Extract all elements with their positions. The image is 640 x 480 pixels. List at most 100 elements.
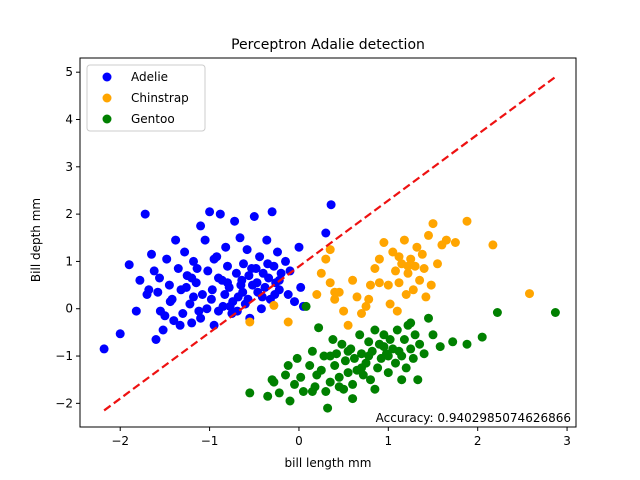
data-point — [373, 363, 383, 373]
data-point — [175, 320, 185, 330]
data-point — [408, 353, 418, 363]
legend-label: Gentoo — [131, 112, 175, 126]
data-point — [326, 200, 336, 210]
legend-box — [86, 64, 206, 132]
data-point — [325, 245, 335, 255]
data-point — [270, 290, 280, 299]
y-axis-label: Bill depth mm — [29, 198, 43, 282]
data-point — [492, 308, 502, 317]
accuracy-annotation: Accuracy: 0.9402985074626866 — [376, 411, 571, 425]
data-point — [355, 330, 365, 340]
data-point — [245, 388, 255, 398]
data-point — [370, 384, 380, 394]
series-adelie — [99, 200, 336, 354]
data-point — [348, 275, 358, 285]
x-tick-label: 2 — [474, 434, 482, 448]
data-point — [391, 358, 400, 368]
data-point — [202, 304, 212, 314]
data-point — [397, 375, 407, 385]
data-point — [334, 382, 344, 392]
data-point — [370, 264, 380, 273]
data-point — [394, 252, 404, 262]
data-point — [352, 292, 362, 302]
data-point — [260, 282, 270, 292]
data-point — [214, 306, 223, 316]
data-point — [435, 342, 445, 352]
data-point — [249, 212, 259, 221]
legend-marker — [102, 93, 112, 103]
data-point — [410, 261, 420, 271]
axes-frame — [79, 57, 577, 428]
data-point — [149, 266, 159, 276]
x-tick-label: 3 — [563, 434, 571, 448]
data-point — [238, 287, 248, 297]
data-point — [410, 330, 420, 340]
data-point — [366, 280, 375, 290]
data-point — [403, 268, 413, 278]
data-point — [264, 273, 274, 283]
data-point — [383, 368, 393, 378]
x-tick-label: −2 — [111, 434, 129, 448]
data-point — [144, 285, 154, 295]
data-point — [358, 370, 368, 380]
x-tick-label: −1 — [201, 434, 219, 448]
data-point — [330, 287, 340, 297]
data-point — [281, 370, 290, 380]
data-point — [321, 387, 331, 396]
data-point — [397, 351, 407, 361]
data-point — [205, 207, 215, 217]
data-point — [263, 391, 273, 401]
legend-marker — [102, 72, 112, 82]
data-point — [339, 306, 349, 316]
data-point — [374, 254, 384, 264]
data-point — [319, 351, 329, 361]
data-point — [307, 346, 317, 356]
data-point — [385, 299, 395, 309]
data-point — [379, 238, 389, 247]
data-point — [428, 219, 438, 229]
data-point — [314, 323, 324, 333]
data-point — [550, 308, 560, 317]
decision-boundary-line — [103, 76, 557, 412]
y-tick-label: 4 — [65, 113, 73, 127]
data-point — [162, 254, 172, 264]
data-point — [321, 228, 331, 238]
data-point — [269, 300, 279, 310]
data-point — [158, 325, 168, 335]
data-point — [379, 342, 389, 352]
data-point — [462, 339, 472, 349]
data-point — [399, 335, 409, 344]
data-point — [189, 256, 198, 266]
data-point — [488, 240, 498, 250]
data-point — [312, 290, 322, 299]
data-point — [223, 278, 232, 288]
x-tick-label: 1 — [385, 434, 393, 448]
y-tick-label: 2 — [65, 207, 73, 221]
data-point — [285, 266, 295, 276]
y-tick-label: 5 — [65, 65, 73, 79]
data-point — [178, 309, 188, 318]
y-tick-label: −1 — [55, 349, 73, 363]
data-point — [239, 259, 248, 269]
data-point — [419, 349, 429, 359]
data-point — [419, 264, 429, 273]
data-point — [361, 301, 371, 311]
data-point — [274, 388, 284, 398]
data-point — [207, 285, 217, 295]
data-point — [235, 233, 245, 243]
data-point — [305, 361, 315, 370]
data-point — [147, 249, 156, 259]
data-point — [343, 346, 353, 356]
data-point — [196, 313, 206, 323]
data-point — [189, 292, 198, 302]
data-point — [348, 394, 358, 404]
data-point — [273, 247, 282, 257]
y-tick-label: −2 — [55, 396, 73, 410]
data-point — [406, 254, 416, 264]
data-point — [364, 351, 374, 361]
data-point — [370, 325, 380, 335]
data-point — [316, 268, 326, 278]
data-point — [115, 329, 125, 339]
data-point — [215, 209, 225, 219]
